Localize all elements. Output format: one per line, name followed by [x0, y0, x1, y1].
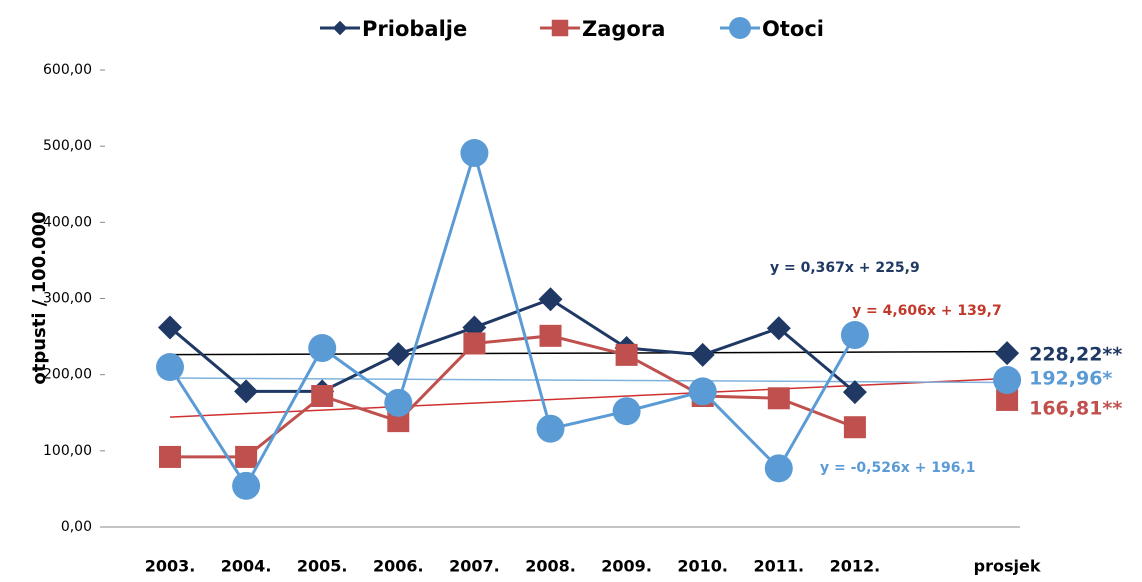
legend-marker — [332, 20, 348, 36]
marker — [536, 414, 565, 443]
marker — [764, 454, 793, 483]
x-tick-label: prosjek — [974, 557, 1041, 576]
legend-item: Otoci — [720, 17, 824, 41]
x-tick-label: 2007. — [449, 557, 500, 576]
y-tick-label: 500,00 — [43, 138, 92, 154]
y-axis-label: otpusti / 100.000 — [29, 211, 50, 384]
legend-label: Zagora — [582, 17, 665, 41]
trendline — [169, 377, 1008, 418]
marker — [234, 379, 259, 404]
x-tick-label: 2008. — [525, 557, 576, 576]
marker — [235, 445, 258, 468]
marker — [996, 388, 1019, 411]
marker — [460, 139, 489, 168]
marker — [232, 471, 261, 500]
legend-marker — [729, 17, 751, 39]
y-tick-label: 200,00 — [43, 367, 92, 383]
marker — [386, 342, 411, 367]
legend-item: Priobalje — [320, 17, 467, 41]
trendline — [169, 350, 1008, 356]
marker — [384, 388, 413, 417]
marker — [840, 321, 869, 350]
marker — [766, 316, 791, 341]
marker — [688, 377, 717, 406]
y-tick-label: 400,00 — [43, 214, 92, 230]
x-tick-label: 2003. — [145, 557, 196, 576]
marker — [158, 315, 182, 340]
marker — [843, 416, 866, 439]
x-tick-label: 2004. — [221, 557, 272, 576]
x-tick-label: 2005. — [297, 557, 348, 576]
value-label: 166,81** — [1029, 398, 1122, 420]
marker — [308, 334, 337, 363]
value-label: 192,96* — [1029, 368, 1112, 390]
y-tick-label: 0,00 — [61, 519, 92, 535]
marker — [159, 445, 181, 468]
x-tick-label: 2011. — [753, 557, 804, 576]
marker — [842, 380, 867, 405]
legend-item: Zagora — [540, 17, 665, 41]
y-tick-label: 100,00 — [43, 443, 92, 459]
x-tick-label: 2012. — [830, 557, 881, 576]
legend-label: Priobalje — [362, 17, 467, 41]
marker — [995, 341, 1020, 366]
marker — [539, 324, 562, 347]
x-tick-label: 2006. — [373, 557, 424, 576]
legend-label: Otoci — [762, 17, 824, 41]
y-tick-label: 300,00 — [43, 291, 92, 307]
marker — [993, 366, 1022, 395]
marker — [156, 353, 184, 382]
x-tick-label: 2009. — [601, 557, 652, 576]
legend-marker — [551, 19, 569, 37]
trendline-equation: y = 4,606x + 139,7 — [852, 303, 1002, 319]
marker — [463, 332, 486, 355]
y-tick-label: 600,00 — [43, 62, 92, 78]
marker — [538, 287, 563, 312]
marker — [615, 343, 638, 366]
marker — [767, 387, 790, 410]
x-tick-label: 2010. — [677, 557, 728, 576]
marker — [311, 384, 334, 407]
series-line — [170, 153, 1007, 486]
trendline — [169, 377, 1008, 384]
trendline-equation: y = -0,526x + 196,1 — [820, 460, 976, 476]
value-label: 228,22** — [1029, 344, 1122, 366]
marker — [612, 397, 641, 426]
marker — [690, 342, 715, 367]
trendline-equation: y = 0,367x + 225,9 — [770, 260, 920, 276]
